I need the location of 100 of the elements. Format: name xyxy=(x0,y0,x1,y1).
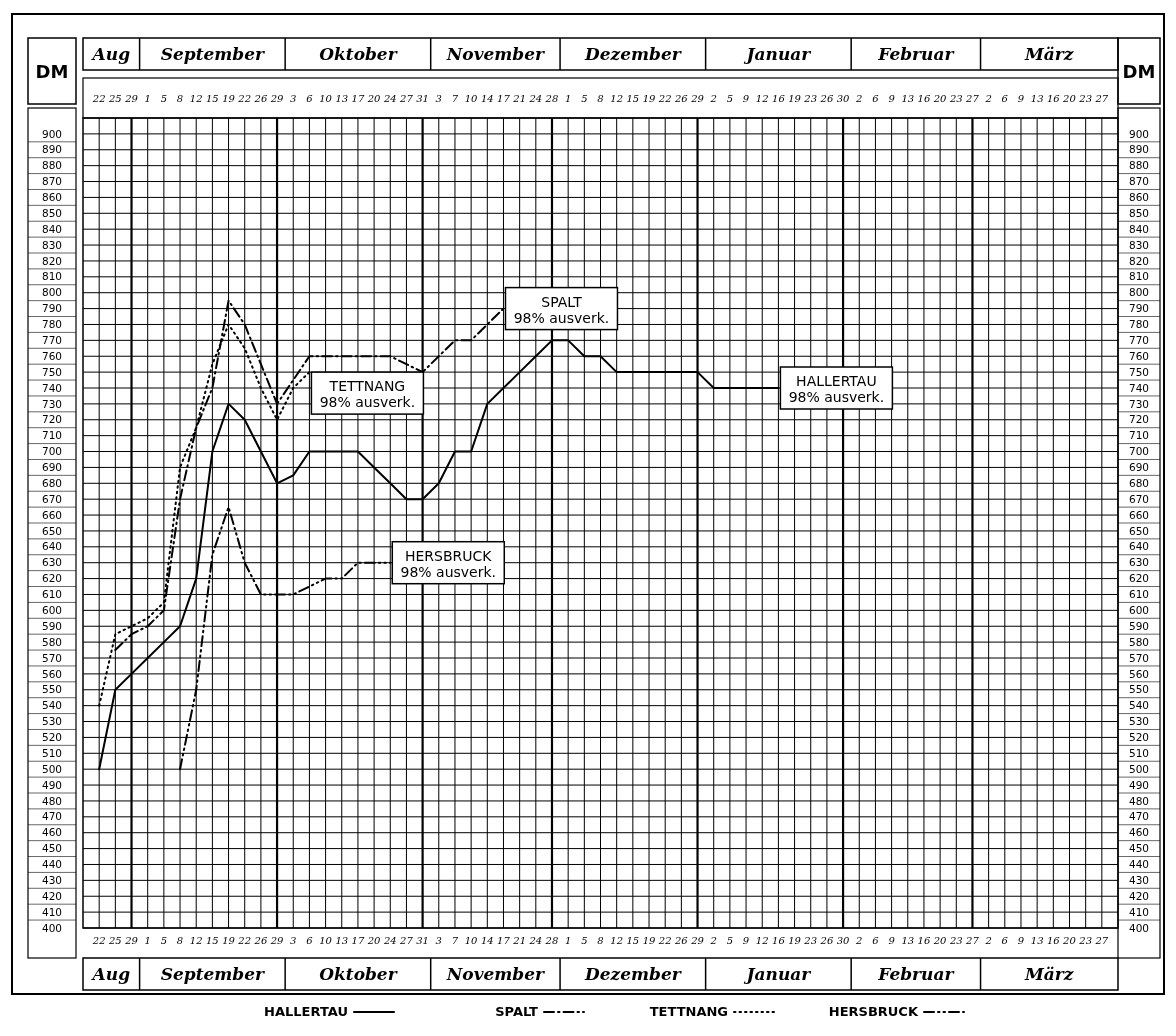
x-tick-label: 15 xyxy=(206,935,219,946)
category-label: 6 xyxy=(1001,93,1008,104)
y-axis-title: DM xyxy=(35,61,69,82)
text: Aug xyxy=(92,43,131,64)
x-tick-label: 2 xyxy=(709,935,717,946)
y2-tick-label: 610 xyxy=(1128,588,1150,601)
category-label: 22 xyxy=(238,93,252,104)
y-tick-label: 730 xyxy=(41,397,63,410)
text: Februar xyxy=(877,963,955,984)
category-label: 29 xyxy=(270,93,284,104)
y2-tick-label: 700 xyxy=(1128,445,1150,458)
y-tick-label: 830 xyxy=(41,238,63,251)
x-tick-label: 9 xyxy=(742,935,750,946)
x-tick-label: 23 xyxy=(948,935,963,946)
y2-tick-label: 760 xyxy=(1128,349,1150,362)
x-tick-label: 22 xyxy=(237,935,252,946)
category-label: 19 xyxy=(642,93,656,104)
category-label: 3 xyxy=(435,93,442,104)
y2-tick-label: 790 xyxy=(1128,302,1150,315)
y-tick-label: 640 xyxy=(41,540,63,553)
category-label: 24 xyxy=(529,93,543,104)
y-tick-label: 690 xyxy=(41,461,63,474)
y-tick-label: 580 xyxy=(41,635,63,648)
y2-tick-label: 420 xyxy=(1128,889,1150,902)
text: Januar xyxy=(743,963,812,984)
category-label: 26 xyxy=(254,93,268,104)
y2-tick-label: 660 xyxy=(1128,508,1150,521)
category-label: 26 xyxy=(820,93,834,104)
y-tick-label: 570 xyxy=(41,651,63,664)
y-tick-label: 400 xyxy=(41,921,63,934)
y-tick-label: 530 xyxy=(41,715,63,728)
x-tick-label: 20 xyxy=(1062,935,1077,946)
x-tick-label: 14 xyxy=(480,935,494,946)
y2-tick-label: 470 xyxy=(1128,810,1150,823)
y2-tick-label: 410 xyxy=(1128,905,1150,918)
y-tick-label: 510 xyxy=(41,746,63,759)
x-tick-label: 23 xyxy=(803,935,818,946)
y-tick-label: 560 xyxy=(41,667,63,680)
category-label: 9 xyxy=(742,93,750,104)
legend-label: HALLERTAU xyxy=(264,1004,348,1019)
category-label: 27 xyxy=(400,93,413,104)
x-tick-label: 13 xyxy=(1030,935,1044,946)
y2-tick-label: 600 xyxy=(1128,604,1150,617)
text: Aug xyxy=(90,963,131,984)
y2-tick-label: 510 xyxy=(1128,746,1150,759)
y2-tick-label: 480 xyxy=(1128,794,1150,807)
y-tick-label: 600 xyxy=(41,604,63,617)
category-label: 21 xyxy=(513,93,527,104)
category-label: 17 xyxy=(351,93,365,104)
x-tick-label: 26 xyxy=(253,935,268,946)
y2-tick-label: 400 xyxy=(1128,921,1150,934)
category-label: 29 xyxy=(691,93,704,104)
x-tick-label: 29 xyxy=(124,935,139,946)
x-tick-label: 13 xyxy=(335,935,349,946)
x-tick-label: 1 xyxy=(564,935,572,946)
x-tick-label: 6 xyxy=(872,935,880,946)
category-label: 10 xyxy=(319,93,332,104)
category-label: 12 xyxy=(610,93,624,104)
category-label: 27 xyxy=(966,93,979,104)
y2-tick-label: 890 xyxy=(1128,143,1150,156)
x-tick-label: 25 xyxy=(107,935,122,946)
x-tick-label: 8 xyxy=(597,935,604,946)
y-tick-label: 590 xyxy=(41,619,63,632)
y2-tick-label: 590 xyxy=(1128,619,1150,632)
y-tick-label: 470 xyxy=(41,810,63,823)
y2-tick-label: 650 xyxy=(1128,524,1150,537)
x-tick-label: 26 xyxy=(673,935,689,946)
category-label: 20 xyxy=(1063,93,1076,104)
y2-tick-label: 870 xyxy=(1128,175,1150,188)
annotation: HERSBRUCK 98% ausverk. xyxy=(400,547,497,580)
x-tick-label: 12 xyxy=(755,935,769,946)
y-tick-label: 820 xyxy=(41,254,63,267)
y-tick-label: 790 xyxy=(41,302,63,315)
x-tick-label: 27 xyxy=(965,935,980,946)
y-tick-label: 680 xyxy=(41,476,63,489)
x-tick-label: 7 xyxy=(451,935,459,946)
x-tick-label: 10 xyxy=(319,935,333,946)
category-label: 30 xyxy=(836,93,850,104)
x-tick-label: 19 xyxy=(642,935,657,946)
category-label: 2 xyxy=(985,93,992,104)
x-tick-label: 26 xyxy=(819,935,834,946)
y2-tick-label: 680 xyxy=(1128,476,1150,489)
x-tick-label: 29 xyxy=(269,935,285,946)
x-tick-label: 24 xyxy=(382,935,397,946)
y-tick-label: 860 xyxy=(41,191,63,204)
x-tick-label: 12 xyxy=(189,935,203,946)
category-label: 16 xyxy=(1046,93,1060,104)
y2-tick-label: 460 xyxy=(1128,826,1150,839)
y-tick-label: 480 xyxy=(41,794,63,807)
text: März xyxy=(1025,43,1074,64)
x-tick-label: 22 xyxy=(657,935,672,946)
y2-tick-label: 640 xyxy=(1128,540,1150,553)
y-tick-label: 410 xyxy=(41,905,63,918)
category-label: 20 xyxy=(367,93,381,104)
text: September xyxy=(160,963,266,984)
y-tick-label: 850 xyxy=(41,206,63,219)
category-label: 23 xyxy=(804,93,818,104)
annotation: TETTNANG 98% ausverk. xyxy=(319,378,416,411)
y2-tick-label: 550 xyxy=(1128,683,1150,696)
text: März xyxy=(1024,963,1074,984)
